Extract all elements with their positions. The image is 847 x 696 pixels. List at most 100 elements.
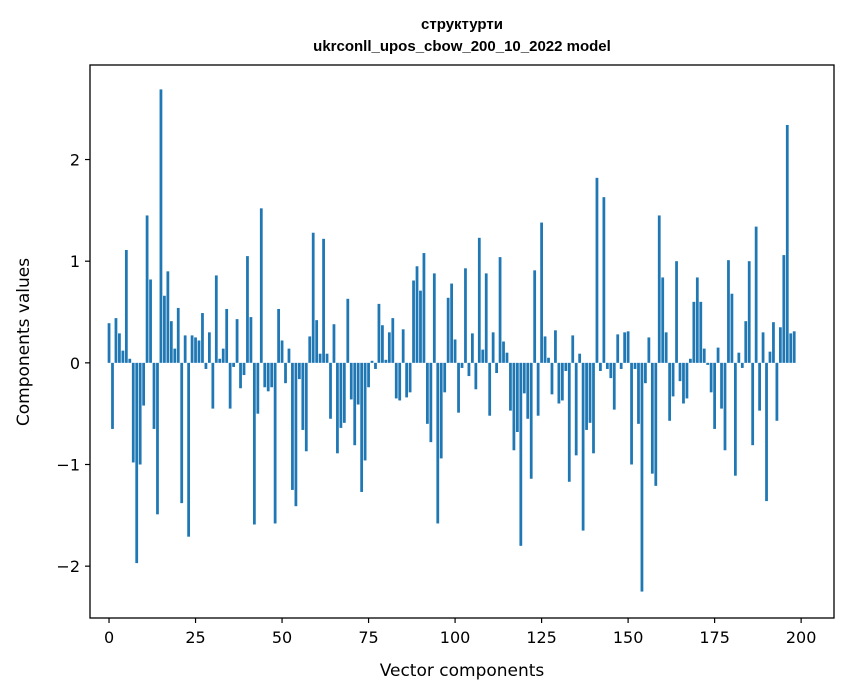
bar-165 (678, 362, 682, 382)
bar-75 (367, 362, 370, 388)
bar-142 (599, 362, 602, 371)
bar-124 (536, 362, 540, 416)
bar-36 (232, 362, 235, 367)
x-tick-label-125: 125 (526, 628, 557, 647)
bar-35 (228, 362, 232, 409)
bar-37 (235, 319, 239, 363)
bar-20 (176, 307, 180, 363)
bar-70 (349, 362, 353, 400)
bar-187 (754, 226, 758, 363)
bar-82 (391, 318, 395, 363)
bar-151 (630, 362, 633, 465)
bar-90 (419, 290, 422, 363)
bar-169 (692, 301, 696, 363)
bar-22 (183, 335, 187, 363)
bar-98 (446, 297, 450, 363)
bar-40 (246, 256, 249, 363)
bar-44 (259, 208, 263, 363)
bar-63 (325, 353, 329, 363)
bar-14 (156, 362, 159, 515)
bar-47 (270, 362, 274, 388)
bar-115 (505, 352, 509, 363)
bar-7 (131, 362, 135, 463)
bar-160 (661, 277, 665, 363)
bar-152 (633, 362, 637, 369)
bar-164 (675, 261, 678, 363)
bar-113 (498, 257, 502, 363)
bar-48 (273, 362, 277, 524)
bar-94 (432, 273, 436, 363)
bar-53 (291, 362, 294, 490)
bar-155 (644, 362, 647, 384)
bar-182 (737, 352, 741, 363)
bar-125 (540, 222, 543, 363)
y-axis-ticks: −2 −1 0 1 2 (56, 151, 90, 576)
bar-148 (619, 362, 623, 369)
bar-112 (495, 362, 498, 374)
bar-110 (488, 362, 492, 416)
bar-183 (740, 362, 744, 368)
bar-78 (377, 303, 381, 363)
bar-41 (249, 317, 253, 363)
bar-179 (727, 260, 730, 363)
bar-16 (163, 295, 166, 363)
bar-26 (197, 340, 201, 363)
bar-59 (311, 232, 315, 363)
x-axis-ticks: 0 25 50 75 100 125 150 175 200 (104, 618, 816, 647)
bar-69 (346, 298, 350, 363)
bar-86 (405, 362, 409, 398)
bar-104 (467, 362, 471, 377)
bar-145 (609, 362, 613, 379)
bar-30 (211, 362, 215, 409)
bar-147 (616, 334, 620, 363)
bar-89 (415, 266, 419, 363)
bar-137 (581, 362, 585, 531)
bar-80 (384, 359, 388, 363)
bar-88 (412, 280, 415, 363)
bar-159 (657, 215, 661, 363)
x-tick-label-25: 25 (185, 628, 205, 647)
bar-168 (689, 358, 692, 363)
bar-52 (287, 348, 291, 363)
x-tick-label-75: 75 (358, 628, 378, 647)
bar-76 (370, 360, 374, 363)
bar-43 (256, 362, 260, 414)
bar-198 (792, 331, 796, 363)
bar-56 (301, 362, 305, 430)
bar-24 (190, 335, 194, 363)
bar-173 (706, 362, 710, 365)
bar-191 (768, 351, 772, 363)
bar-92 (426, 362, 429, 424)
bar-8 (135, 362, 139, 564)
bar-100 (453, 339, 457, 363)
bar-25 (194, 337, 197, 363)
bar-114 (502, 341, 505, 363)
bar-193 (775, 362, 779, 421)
bar-57 (304, 362, 308, 452)
x-tick-label-50: 50 (272, 628, 292, 647)
bar-156 (647, 337, 651, 363)
bar-101 (457, 362, 460, 413)
bar-50 (280, 340, 284, 363)
bar-177 (720, 362, 723, 409)
bar-51 (284, 362, 287, 384)
bar-185 (747, 261, 751, 363)
bar-105 (471, 333, 474, 363)
bar-21 (180, 362, 184, 504)
bar-181 (733, 362, 737, 476)
bar-91 (422, 253, 426, 363)
bar-4 (121, 350, 125, 363)
bar-176 (716, 347, 720, 363)
bar-143 (602, 197, 606, 363)
bar-6 (128, 358, 132, 363)
bar-15 (159, 89, 163, 363)
bar-81 (387, 332, 391, 363)
bar-119 (519, 362, 523, 546)
bar-55 (297, 362, 301, 380)
bar-39 (242, 362, 246, 376)
bar-167 (685, 362, 689, 399)
bar-60 (315, 320, 319, 363)
bar-66 (336, 362, 339, 454)
bar-157 (650, 362, 654, 474)
bar-126 (543, 336, 547, 363)
